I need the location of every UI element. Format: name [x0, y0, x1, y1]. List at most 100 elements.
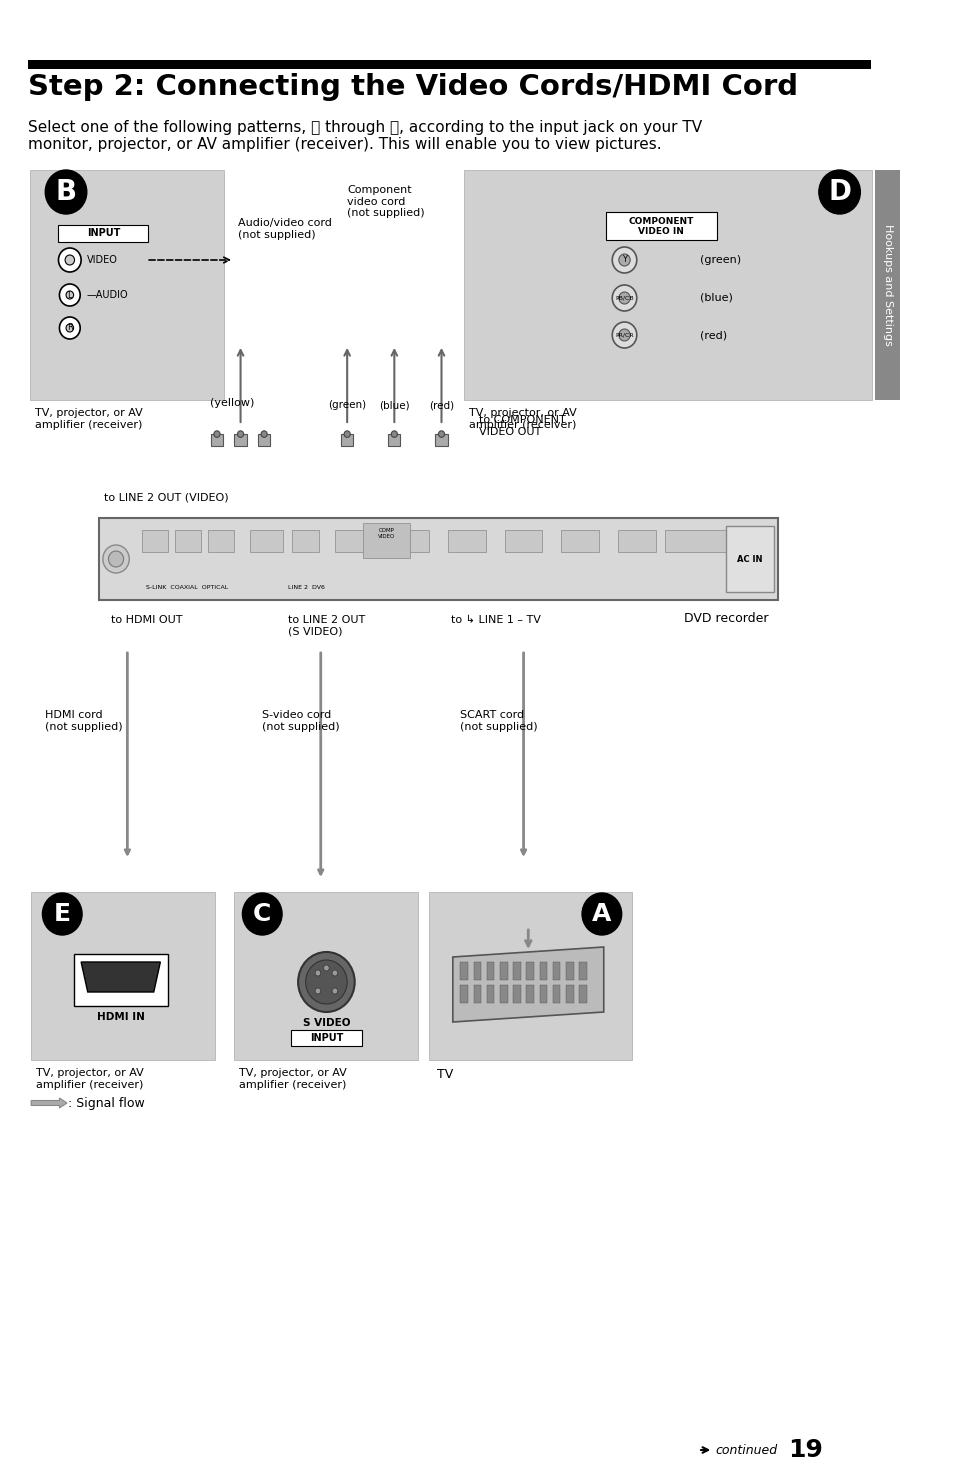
Bar — [560, 529, 598, 552]
Text: TV, projector, or AV
amplifier (receiver): TV, projector, or AV amplifier (receiver… — [36, 1068, 144, 1090]
Bar — [565, 985, 573, 1003]
Circle shape — [612, 248, 636, 273]
Bar — [208, 529, 233, 552]
Bar — [388, 435, 400, 446]
Text: : Signal flow: : Signal flow — [68, 1096, 145, 1109]
Text: R: R — [67, 323, 72, 332]
Bar — [233, 891, 417, 1060]
Bar — [211, 435, 223, 446]
Text: (blue): (blue) — [378, 400, 409, 409]
Bar — [435, 435, 447, 446]
Bar — [552, 985, 559, 1003]
Circle shape — [314, 970, 320, 976]
Bar — [29, 59, 870, 70]
Circle shape — [332, 988, 337, 994]
Text: Select one of the following patterns, Ⓐ through Ⓔ, according to the input jack o: Select one of the following patterns, Ⓐ … — [29, 120, 701, 153]
Text: to ↳ LINE 1 – TV: to ↳ LINE 1 – TV — [451, 615, 540, 624]
Text: SCART cord
(not supplied): SCART cord (not supplied) — [460, 710, 537, 731]
Circle shape — [45, 171, 87, 214]
Text: continued: continued — [715, 1443, 777, 1456]
Text: to LINE 2 OUT
(S VIDEO): to LINE 2 OUT (S VIDEO) — [288, 615, 365, 636]
Circle shape — [103, 544, 129, 572]
Bar — [486, 985, 494, 1003]
Bar — [460, 962, 467, 980]
Polygon shape — [81, 962, 160, 992]
Bar — [565, 962, 573, 980]
Bar — [526, 962, 534, 980]
Text: S-LINK  COAXIAL  OPTICAL: S-LINK COAXIAL OPTICAL — [146, 584, 228, 590]
Text: TV, projector, or AV
amplifier (receiver): TV, projector, or AV amplifier (receiver… — [468, 408, 576, 430]
Bar — [526, 985, 534, 1003]
Circle shape — [59, 285, 80, 305]
Text: (blue): (blue) — [700, 294, 732, 303]
Text: TV, projector, or AV
amplifier (receiver): TV, projector, or AV amplifier (receiver… — [35, 408, 143, 430]
Circle shape — [66, 291, 73, 300]
Text: L: L — [68, 291, 72, 300]
Text: (red): (red) — [429, 400, 454, 409]
Circle shape — [391, 432, 397, 437]
Bar — [875, 171, 899, 400]
Bar — [513, 962, 520, 980]
Text: D: D — [827, 178, 850, 206]
Text: PR/CR: PR/CR — [615, 332, 633, 338]
Text: A: A — [592, 902, 611, 925]
Circle shape — [242, 893, 282, 934]
Bar — [257, 435, 270, 446]
Circle shape — [618, 329, 630, 341]
Circle shape — [305, 960, 347, 1004]
Text: VIDEO IN: VIDEO IN — [638, 227, 683, 236]
Bar — [429, 891, 632, 1060]
Circle shape — [213, 432, 220, 437]
Text: Y: Y — [621, 255, 626, 264]
Text: COMP
VIDEO: COMP VIDEO — [377, 528, 395, 538]
Bar — [460, 985, 467, 1003]
Circle shape — [58, 248, 81, 271]
Bar — [340, 435, 353, 446]
Bar — [99, 518, 778, 601]
Text: TV, projector, or AV
amplifier (receiver): TV, projector, or AV amplifier (receiver… — [238, 1068, 346, 1090]
Text: to LINE 2 OUT (VIDEO): to LINE 2 OUT (VIDEO) — [104, 492, 228, 503]
Circle shape — [323, 965, 329, 971]
Text: (yellow): (yellow) — [210, 397, 254, 408]
Bar — [504, 529, 542, 552]
Circle shape — [332, 970, 337, 976]
Circle shape — [581, 893, 621, 934]
Text: COMPONENT: COMPONENT — [628, 217, 693, 225]
Bar — [448, 529, 485, 552]
Circle shape — [818, 171, 860, 214]
Circle shape — [109, 552, 124, 567]
Bar — [499, 985, 507, 1003]
Bar — [174, 529, 201, 552]
Circle shape — [65, 255, 74, 265]
Bar — [31, 891, 214, 1060]
Text: VIDEO: VIDEO — [87, 255, 117, 265]
Text: Component
video cord
(not supplied): Component video cord (not supplied) — [347, 185, 424, 218]
Circle shape — [66, 323, 73, 332]
Bar — [539, 985, 547, 1003]
Text: to HDMI OUT: to HDMI OUT — [112, 615, 183, 624]
Circle shape — [612, 285, 636, 311]
Polygon shape — [453, 948, 603, 1022]
Text: to COMPONENT
VIDEO OUT: to COMPONENT VIDEO OUT — [478, 415, 565, 436]
Circle shape — [42, 893, 82, 934]
Bar — [578, 962, 586, 980]
Text: Step 2: Connecting the Video Cords/HDMI Cord: Step 2: Connecting the Video Cords/HDMI … — [29, 73, 798, 101]
Text: LINE 2  DV6: LINE 2 DV6 — [288, 584, 324, 590]
Bar — [578, 985, 586, 1003]
Text: Audio/video cord
(not supplied): Audio/video cord (not supplied) — [237, 218, 332, 240]
Bar — [552, 962, 559, 980]
Text: INPUT: INPUT — [87, 228, 120, 237]
Circle shape — [438, 432, 444, 437]
Text: S VIDEO: S VIDEO — [302, 1017, 350, 1028]
Bar — [499, 962, 507, 980]
Text: HDMI IN: HDMI IN — [96, 1011, 145, 1022]
Text: S-video cord
(not supplied): S-video cord (not supplied) — [262, 710, 339, 731]
Bar — [335, 529, 373, 552]
Bar — [250, 529, 283, 552]
Text: (green): (green) — [700, 255, 740, 265]
Bar — [234, 435, 247, 446]
Bar — [30, 171, 223, 400]
FancyArrow shape — [31, 1097, 67, 1108]
Bar — [363, 523, 410, 558]
Text: INPUT: INPUT — [310, 1034, 343, 1043]
